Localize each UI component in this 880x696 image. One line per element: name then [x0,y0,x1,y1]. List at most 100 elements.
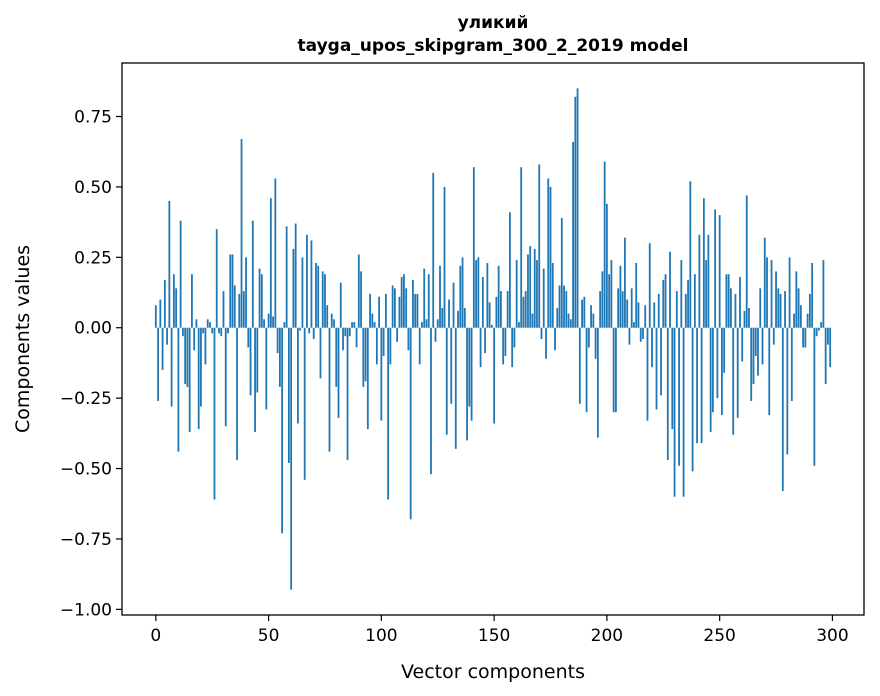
bar [633,322,635,328]
bar [716,327,719,399]
bar [585,327,588,413]
bar [766,257,768,328]
bar [705,260,708,328]
y-tick-label: −1.00 [60,600,112,620]
bar [346,327,349,461]
bar [443,186,446,328]
bar [804,327,807,348]
bar [739,277,741,328]
bar [166,327,168,345]
bar [603,161,606,328]
bar [714,209,717,328]
bar [391,285,394,328]
bar [172,274,175,328]
bar [366,327,369,430]
bar [583,296,586,328]
bar [168,201,171,328]
bar [218,327,220,334]
bar [333,319,335,328]
bar [328,327,331,452]
bar [488,302,491,328]
bar [768,327,771,416]
bar [644,305,647,328]
bar [619,265,622,328]
bar [727,274,730,328]
bar [396,327,399,342]
bar [815,327,818,337]
bar [572,141,574,328]
bar [702,198,705,328]
bar [693,274,696,328]
bar [486,262,489,328]
bar [281,327,284,534]
bar [272,316,274,328]
bar [578,327,581,404]
bar [163,279,166,328]
bar [680,260,683,328]
bar [824,327,827,385]
bar [653,302,656,328]
bar [258,268,261,328]
bar [357,254,360,328]
bar [434,327,437,342]
bar [380,327,383,421]
bar [324,274,326,328]
bar [186,327,189,387]
bar [427,274,430,328]
bar [265,327,268,410]
bar [211,327,214,334]
bar [666,327,669,461]
bar [479,327,482,368]
bar [499,291,502,328]
x-tick-label: 250 [703,626,735,646]
bar [581,299,583,328]
bar [263,319,265,328]
bar [204,327,207,365]
y-axis: −1.00 −0.75 −0.50 −0.25 0.00 0.25 0.50 0.75 [60,108,122,620]
y-tick-label: −0.75 [60,530,112,550]
bar [520,167,523,328]
bar [718,215,721,328]
bar [637,302,640,328]
bar [344,327,347,337]
bar [784,291,786,328]
bar [414,293,417,328]
y-tick-label: −0.25 [60,389,112,409]
bar [389,327,392,365]
bar [193,327,196,351]
bar [197,327,200,430]
bar [529,246,532,328]
bar [229,254,232,328]
bar [569,319,572,328]
bar [752,327,755,385]
bar [423,268,426,328]
bar [509,212,511,328]
bar [626,299,629,328]
bar [698,234,701,328]
y-axis-label: Components values [12,245,34,433]
x-tick-label: 50 [258,626,280,646]
bar [775,271,777,328]
bar [348,327,351,337]
bar [554,327,556,351]
bar [303,327,306,480]
bar [669,251,671,328]
y-tick-label: 0.50 [74,178,112,198]
bar [490,324,493,328]
bar [648,243,651,328]
y-tick-label: 0.00 [74,319,112,339]
bar [436,319,439,328]
bar [779,293,782,328]
bar [754,327,757,356]
bar [364,327,367,382]
bar [806,313,809,328]
bar [759,288,762,328]
bar [191,274,193,328]
bar [795,271,798,328]
y-tick-label: 0.75 [74,108,112,128]
x-tick-label: 100 [365,626,397,646]
bar [400,277,403,328]
bar [351,322,353,328]
bar [711,327,714,413]
